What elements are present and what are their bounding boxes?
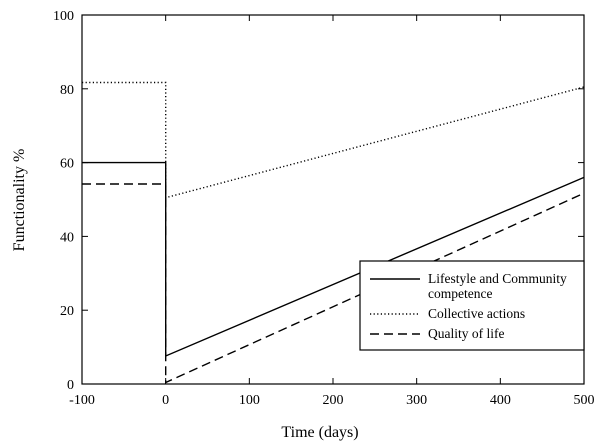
y-tick-label: 100: [53, 9, 74, 24]
y-tick-label: 0: [67, 378, 74, 393]
legend-label: competence: [428, 286, 492, 301]
x-tick-label: 200: [323, 393, 344, 408]
x-tick-label: 300: [406, 393, 427, 408]
x-tick-label: 100: [239, 393, 260, 408]
x-tick-label: 0: [162, 393, 169, 408]
y-tick-label: 20: [60, 304, 74, 319]
y-axis-title: Functionality %: [11, 149, 28, 252]
series-line-dotted: [82, 81, 585, 199]
y-tick-label: 40: [60, 230, 74, 245]
legend-label: Quality of life: [428, 326, 504, 341]
x-axis-title: Time (days): [281, 424, 358, 441]
legend-box: [359, 260, 585, 351]
x-tick-label: -100: [69, 393, 95, 408]
x-tick-label: 400: [490, 393, 511, 408]
y-tick-label: 80: [60, 83, 74, 98]
legend-label: Lifestyle and Community: [428, 271, 567, 286]
x-tick-label: 500: [574, 393, 594, 408]
legend-label: Collective actions: [428, 306, 525, 321]
y-tick-label: 60: [60, 157, 74, 172]
